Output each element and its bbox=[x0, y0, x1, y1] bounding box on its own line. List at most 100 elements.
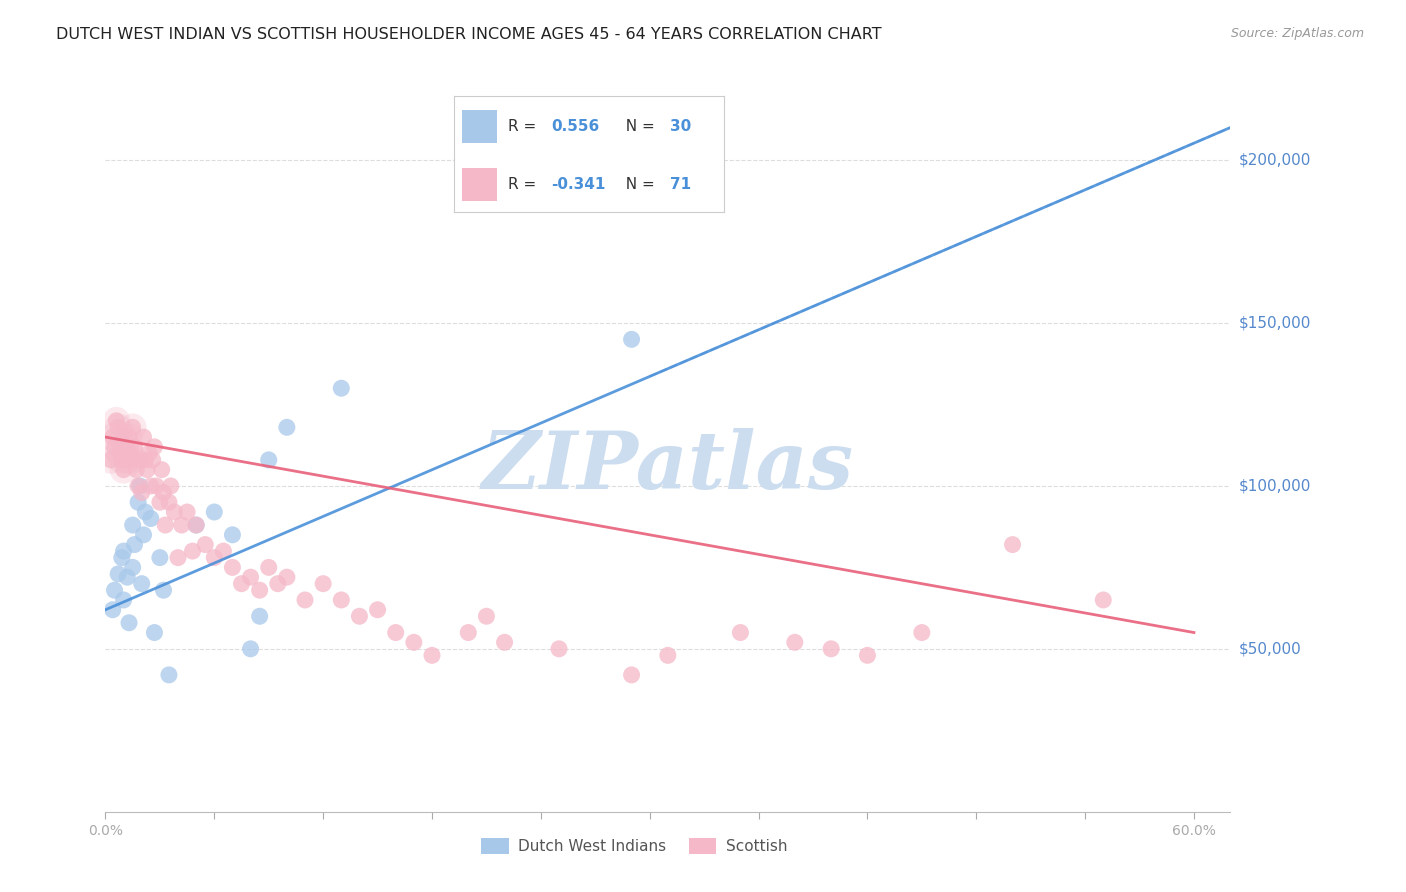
Point bbox=[103, 583, 125, 598]
Point bbox=[239, 641, 262, 656]
Text: Source: ZipAtlas.com: Source: ZipAtlas.com bbox=[1230, 27, 1364, 40]
Point bbox=[112, 593, 135, 607]
Point bbox=[181, 544, 204, 558]
Point bbox=[150, 463, 173, 477]
Point bbox=[107, 420, 129, 434]
Point bbox=[911, 625, 934, 640]
Point bbox=[276, 420, 298, 434]
Point bbox=[108, 446, 131, 460]
Point bbox=[118, 430, 141, 444]
Point bbox=[494, 635, 516, 649]
Point bbox=[194, 538, 217, 552]
Point bbox=[367, 603, 389, 617]
Point bbox=[330, 593, 353, 607]
Point bbox=[620, 332, 643, 346]
Point bbox=[294, 593, 316, 607]
Point bbox=[111, 453, 134, 467]
Point bbox=[257, 453, 280, 467]
Point bbox=[121, 518, 143, 533]
Point bbox=[112, 463, 135, 477]
Point bbox=[107, 420, 129, 434]
Point bbox=[129, 479, 152, 493]
Point bbox=[276, 570, 298, 584]
Point bbox=[221, 560, 243, 574]
Point bbox=[121, 453, 143, 467]
Point bbox=[167, 550, 190, 565]
Point bbox=[159, 479, 181, 493]
Point bbox=[103, 440, 125, 454]
Point bbox=[186, 518, 208, 533]
Point bbox=[108, 446, 131, 460]
Point bbox=[143, 440, 166, 454]
Point bbox=[657, 648, 679, 663]
Point bbox=[121, 453, 143, 467]
Point bbox=[457, 625, 479, 640]
Point bbox=[118, 615, 141, 630]
Point bbox=[267, 576, 290, 591]
Point bbox=[112, 430, 135, 444]
Point bbox=[136, 463, 159, 477]
Point bbox=[118, 430, 141, 444]
Point bbox=[124, 440, 146, 454]
Point bbox=[231, 576, 253, 591]
Text: DUTCH WEST INDIAN VS SCOTTISH HOUSEHOLDER INCOME AGES 45 - 64 YEARS CORRELATION : DUTCH WEST INDIAN VS SCOTTISH HOUSEHOLDE… bbox=[56, 27, 882, 42]
Point bbox=[202, 505, 225, 519]
Point bbox=[142, 453, 165, 467]
Point bbox=[101, 430, 124, 444]
Point bbox=[152, 583, 174, 598]
Text: ZIPatlas: ZIPatlas bbox=[482, 428, 853, 506]
Point bbox=[783, 635, 806, 649]
Point bbox=[139, 479, 162, 493]
Point bbox=[100, 453, 122, 467]
Point bbox=[112, 544, 135, 558]
Point bbox=[103, 440, 125, 454]
Point bbox=[127, 495, 149, 509]
Point bbox=[105, 414, 128, 428]
Point bbox=[138, 446, 160, 460]
Point bbox=[139, 511, 162, 525]
Point bbox=[134, 505, 156, 519]
Point bbox=[249, 583, 271, 598]
Point bbox=[384, 625, 406, 640]
Point bbox=[121, 560, 143, 574]
Point bbox=[114, 440, 136, 454]
Point bbox=[221, 528, 243, 542]
Point bbox=[349, 609, 371, 624]
Point bbox=[112, 430, 135, 444]
Point bbox=[330, 381, 353, 395]
Point bbox=[170, 518, 193, 533]
Point bbox=[257, 560, 280, 574]
Legend: Dutch West Indians, Scottish: Dutch West Indians, Scottish bbox=[475, 832, 793, 860]
Text: $50,000: $50,000 bbox=[1239, 641, 1302, 657]
Point bbox=[730, 625, 752, 640]
Point bbox=[820, 641, 842, 656]
Point bbox=[131, 485, 153, 500]
Text: $150,000: $150,000 bbox=[1239, 316, 1310, 331]
Point bbox=[202, 550, 225, 565]
Point bbox=[132, 430, 155, 444]
Point bbox=[100, 453, 122, 467]
Point bbox=[249, 609, 271, 624]
Point bbox=[125, 463, 148, 477]
Point bbox=[115, 453, 138, 467]
Point bbox=[186, 518, 208, 533]
Point bbox=[127, 479, 149, 493]
Point bbox=[420, 648, 443, 663]
Point bbox=[101, 603, 124, 617]
Point bbox=[152, 485, 174, 500]
Point bbox=[149, 495, 172, 509]
Point bbox=[212, 544, 235, 558]
Text: $200,000: $200,000 bbox=[1239, 153, 1310, 168]
Point bbox=[157, 495, 180, 509]
Point bbox=[112, 463, 135, 477]
Point bbox=[149, 550, 172, 565]
Point bbox=[115, 570, 138, 584]
Point bbox=[121, 420, 143, 434]
Point bbox=[620, 668, 643, 682]
Point bbox=[124, 538, 146, 552]
Point bbox=[163, 505, 186, 519]
Point bbox=[312, 576, 335, 591]
Text: $100,000: $100,000 bbox=[1239, 478, 1310, 493]
Point bbox=[114, 440, 136, 454]
Point bbox=[475, 609, 498, 624]
